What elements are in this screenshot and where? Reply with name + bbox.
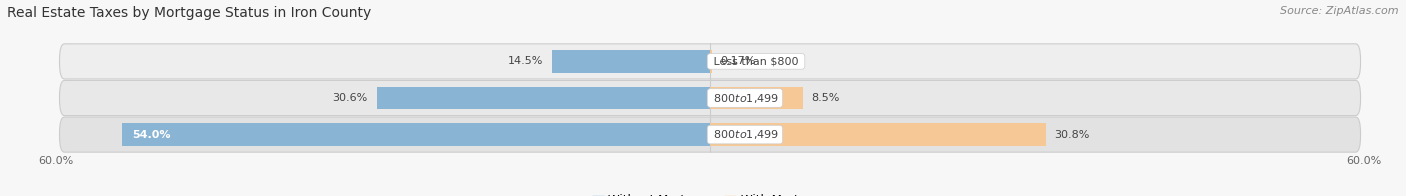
Text: $800 to $1,499: $800 to $1,499 <box>710 92 780 104</box>
FancyBboxPatch shape <box>59 117 1361 152</box>
Text: $800 to $1,499: $800 to $1,499 <box>710 128 780 141</box>
Text: Real Estate Taxes by Mortgage Status in Iron County: Real Estate Taxes by Mortgage Status in … <box>7 6 371 20</box>
Text: 54.0%: 54.0% <box>132 130 172 140</box>
Text: 8.5%: 8.5% <box>811 93 839 103</box>
Bar <box>710 123 1046 146</box>
Text: 30.8%: 30.8% <box>1054 130 1090 140</box>
FancyBboxPatch shape <box>59 80 1361 116</box>
FancyBboxPatch shape <box>59 44 1361 79</box>
Bar <box>710 50 711 73</box>
Text: 14.5%: 14.5% <box>508 56 543 66</box>
Text: Less than $800: Less than $800 <box>710 56 801 66</box>
Bar <box>553 50 710 73</box>
Bar <box>377 87 710 109</box>
Text: 0.17%: 0.17% <box>721 56 756 66</box>
Text: 30.6%: 30.6% <box>333 93 368 103</box>
Bar <box>122 123 710 146</box>
Bar <box>710 87 803 109</box>
Text: Source: ZipAtlas.com: Source: ZipAtlas.com <box>1281 6 1399 16</box>
Legend: Without Mortgage, With Mortgage: Without Mortgage, With Mortgage <box>592 194 828 196</box>
